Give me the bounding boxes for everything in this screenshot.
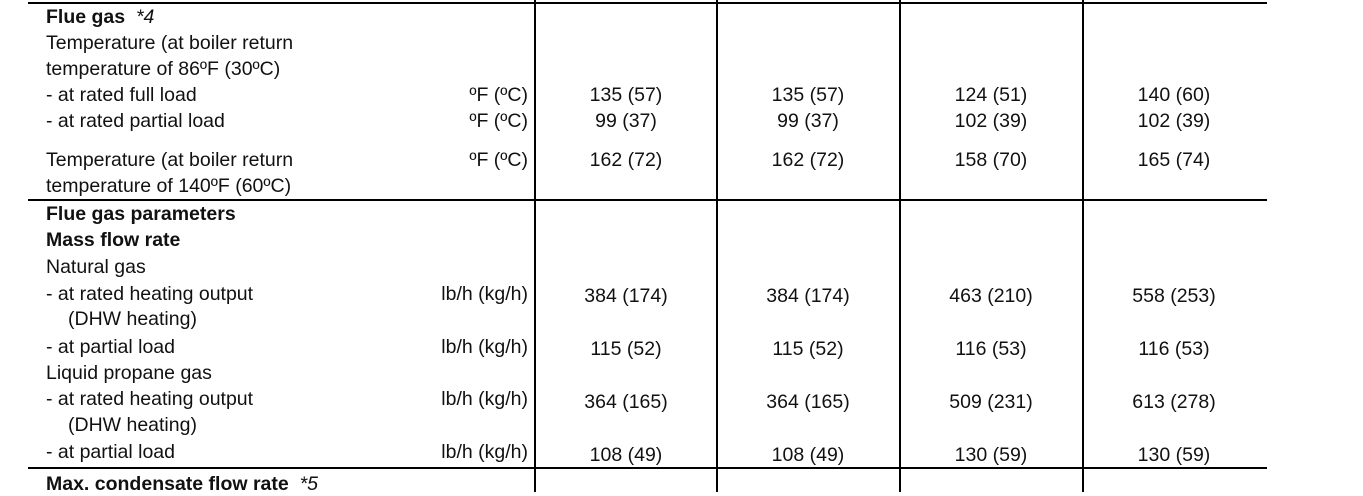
unit: lb/h (kg/h) (441, 441, 528, 463)
column-divider (899, 0, 901, 492)
cell-value: 130 (59) (1137, 444, 1211, 466)
section-title-flue-gas: Flue gas *4 (46, 5, 154, 29)
table-rule-top (28, 2, 1267, 4)
cell-value: 162 (72) (771, 149, 845, 171)
cell-value: 115 (52) (772, 338, 844, 360)
cell-value: 99 (37) (777, 110, 839, 132)
footnote-ref: *5 (299, 473, 319, 495)
cell-value: 135 (57) (589, 84, 663, 106)
cell-value: 158 (70) (954, 149, 1028, 171)
row-label: Temperature (at boiler return (46, 32, 294, 54)
group-label-natural-gas: Natural gas (46, 256, 146, 278)
column-divider (716, 0, 718, 492)
row-label: temperature of 140ºF (60ºC) (46, 175, 292, 197)
column-divider (1082, 0, 1084, 492)
unit: ºF (ºC) (469, 110, 528, 132)
cell-value: 102 (39) (954, 110, 1028, 132)
cell-value: 102 (39) (1137, 110, 1211, 132)
row-label: - at rated full load (46, 84, 197, 106)
cell-value: 116 (53) (955, 338, 1027, 360)
cell-value: 384 (174) (584, 285, 668, 307)
group-label-lp-gas: Liquid propane gas (46, 362, 212, 384)
subsection-title-mass-flow: Mass flow rate (46, 229, 181, 251)
row-label: - at rated partial load (46, 110, 225, 132)
cell-value: 165 (74) (1137, 149, 1211, 171)
cell-value: 613 (278) (1132, 391, 1216, 413)
cell-value: 108 (49) (589, 444, 663, 466)
cell-value: 99 (37) (595, 110, 657, 132)
cell-value: 364 (165) (584, 391, 668, 413)
cell-value: 124 (51) (954, 84, 1028, 106)
footnote-ref: *4 (135, 6, 155, 28)
cell-value: 115 (52) (590, 338, 662, 360)
row-label: (DHW heating) (68, 308, 197, 330)
cell-value: 108 (49) (771, 444, 845, 466)
table-rule (28, 467, 1267, 469)
cell-value: 130 (59) (954, 444, 1028, 466)
cell-value: 558 (253) (1132, 285, 1216, 307)
table-rule (28, 199, 1267, 201)
cell-value: 135 (57) (771, 84, 845, 106)
row-label: - at partial load (46, 336, 175, 358)
section-title-condensate: Max. condensate flow rate *5 (46, 472, 318, 496)
title-text: Max. condensate flow rate (46, 473, 289, 495)
row-label: - at rated heating output (46, 388, 254, 410)
row-label: - at rated heating output (46, 283, 254, 305)
cell-value: 162 (72) (589, 149, 663, 171)
cell-value: 463 (210) (949, 285, 1033, 307)
unit: lb/h (kg/h) (441, 283, 528, 305)
row-label: (DHW heating) (68, 414, 197, 436)
cell-value: 116 (53) (1138, 338, 1210, 360)
cell-value: 364 (165) (766, 391, 850, 413)
column-divider (534, 0, 536, 492)
unit: ºF (ºC) (469, 84, 528, 106)
row-label: temperature of 86ºF (30ºC) (46, 58, 281, 80)
row-label: Temperature (at boiler return (46, 149, 294, 171)
unit: lb/h (kg/h) (441, 388, 528, 410)
row-label: - at partial load (46, 441, 175, 463)
cell-value: 509 (231) (949, 391, 1033, 413)
section-title-flue-gas-parameters: Flue gas parameters (46, 203, 236, 225)
cell-value: 384 (174) (766, 285, 850, 307)
unit: lb/h (kg/h) (441, 336, 528, 358)
cell-value: 140 (60) (1137, 84, 1211, 106)
unit: ºF (ºC) (469, 149, 528, 171)
title-text: Flue gas (46, 6, 126, 28)
